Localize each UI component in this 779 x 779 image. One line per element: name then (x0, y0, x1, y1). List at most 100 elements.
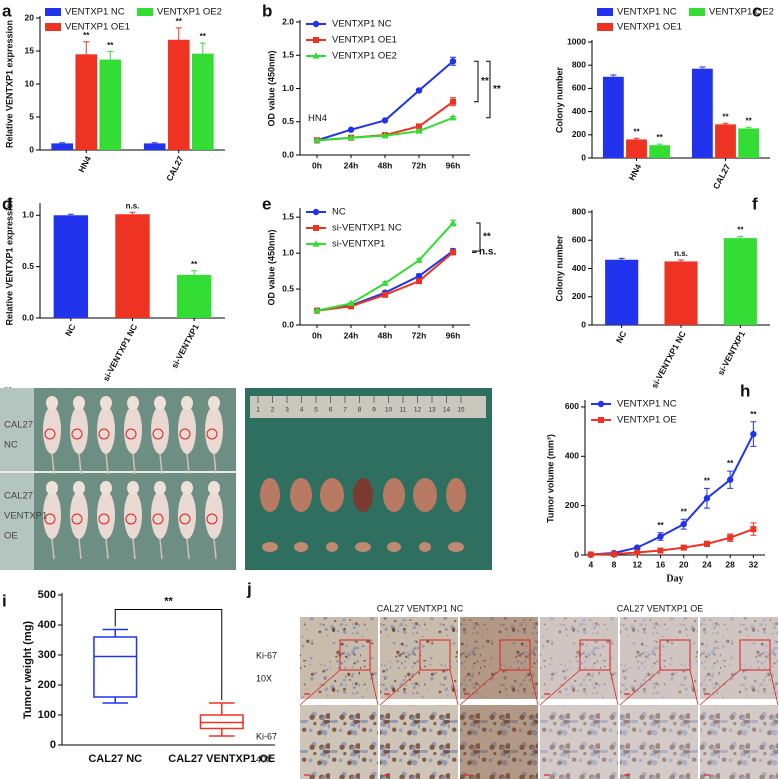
legend-label: VENTXP1 OE (617, 415, 677, 426)
bracket (486, 60, 491, 119)
row-magnification: 40X (256, 754, 272, 764)
x-tick-label: HN4 (76, 154, 93, 174)
legend-marker (312, 240, 320, 247)
legend-label: NC (332, 207, 346, 218)
bar (75, 54, 98, 150)
point (313, 306, 321, 314)
error-bar (699, 66, 706, 69)
photo-tumors (245, 388, 492, 570)
panel-label: b (262, 1, 272, 20)
y-axis-label: Colony number (554, 235, 564, 301)
significance-label: ** (746, 116, 753, 125)
mouse-tail (105, 453, 109, 475)
bar (99, 59, 122, 150)
error-bar (129, 211, 136, 215)
point (680, 544, 687, 551)
series-line (590, 433, 755, 556)
significance-label: ** (176, 17, 183, 26)
x-tick-label: 24h (344, 330, 359, 340)
y-tick-label: 200 (572, 291, 586, 301)
bar (176, 274, 212, 318)
y-axis-label: OD value (450nm) (266, 50, 276, 126)
x-tick-label: si-VENTXP1 NC (649, 329, 688, 390)
point (347, 126, 355, 133)
point (750, 526, 757, 533)
y-tick-label: 600 (565, 401, 579, 411)
column-header: CAL27 VENTXP1 NC (377, 603, 464, 613)
ihc-shade (460, 617, 538, 699)
ruler-number: 5 (314, 407, 318, 414)
mouse-head (154, 396, 166, 410)
mouse (205, 406, 223, 454)
point (657, 533, 664, 540)
panel-label: i (2, 591, 7, 610)
column-header: CAL27 VENTXP1 OE (617, 603, 704, 613)
panel-label: d (2, 194, 12, 213)
legend-swatch (689, 8, 705, 16)
error-bar (151, 142, 158, 144)
tumor-mark (44, 428, 56, 440)
ihc-40x (620, 705, 698, 779)
mouse (151, 406, 169, 454)
legend-marker (313, 225, 319, 231)
mouse-head (127, 481, 139, 495)
mouse-head (154, 481, 166, 495)
error-bar (678, 259, 684, 262)
tumor-oe (294, 542, 308, 552)
ihc-10x (380, 617, 458, 699)
point (347, 299, 355, 307)
ruler-number: 3 (285, 407, 289, 414)
photo-label: OE (4, 531, 18, 542)
legend-label: VENTXP1 OE2 (157, 7, 222, 18)
mouse-tail (213, 453, 217, 475)
ruler-number: 7 (343, 407, 347, 414)
ihc-10x (540, 617, 618, 699)
panel-label: a (2, 1, 12, 20)
mouse-tail (159, 453, 163, 475)
x-tick-label: 16 (656, 559, 666, 569)
y-tick-label: 200 (565, 500, 579, 510)
panel-label: e (262, 194, 271, 213)
ihc-10x (700, 617, 778, 699)
panel-label: h (740, 381, 750, 400)
mouse-head (100, 481, 112, 495)
bar (115, 214, 150, 318)
error-bar (175, 27, 182, 40)
y-tick-label: 400 (572, 263, 586, 273)
mouse (124, 491, 142, 539)
zoom-box (659, 639, 691, 671)
tumor-mark (71, 428, 83, 440)
x-tick-label: 20 (679, 559, 689, 569)
ruler (250, 396, 486, 418)
tumor-mark (206, 513, 218, 525)
legend-label: VENTXP1 OE2 (332, 51, 397, 62)
bar (691, 68, 713, 158)
zoom-line (699, 669, 779, 706)
bracket-label: ** (493, 84, 501, 95)
ihc-shade (460, 705, 538, 779)
x-tick-label: CAL27 NC (88, 753, 142, 765)
ruler-number: 1 (256, 407, 260, 414)
ihc-40x (460, 705, 538, 779)
bar (715, 124, 736, 158)
point (347, 133, 355, 141)
ruler-number: 11 (400, 407, 407, 414)
y-tick-label: 500 (38, 589, 56, 601)
ruler-number: 6 (329, 407, 333, 414)
bar (191, 53, 214, 150)
y-tick-label: 0 (574, 549, 579, 559)
point (587, 551, 594, 558)
x-tick-label: si-VENTXP1 (169, 322, 201, 370)
mouse (97, 406, 115, 454)
point (415, 256, 423, 263)
point (416, 123, 422, 130)
legend-label: VENTXP1 OE2 (709, 7, 774, 18)
ihc-shade (700, 617, 778, 699)
mouse (124, 406, 142, 454)
mouse (43, 406, 61, 454)
significance-label: ** (722, 112, 729, 121)
mouse (151, 491, 169, 539)
legend-label: VENTXP1 NC (617, 399, 677, 410)
bar (51, 143, 74, 150)
zoom-line (539, 669, 619, 706)
